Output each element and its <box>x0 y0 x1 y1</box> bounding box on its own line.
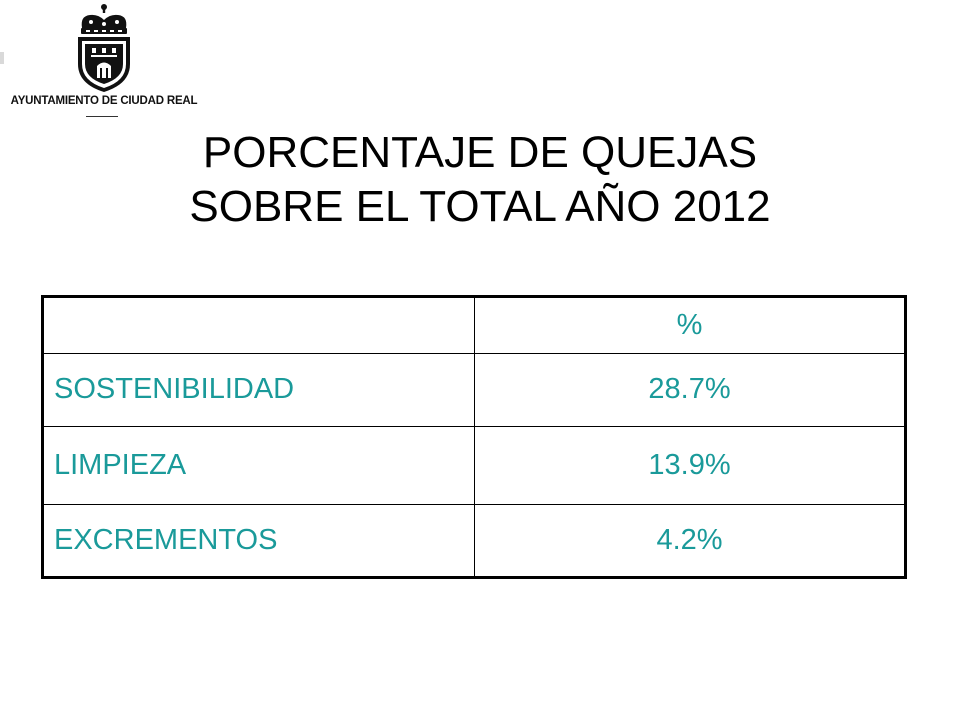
complaints-table: % SOSTENIBILIDAD 28.7% LIMPIEZA 13.9% EX… <box>41 295 907 579</box>
title-line-2: SOBRE EL TOTAL AÑO 2012 <box>189 182 771 231</box>
table-row: EXCREMENTOS 4.2% <box>42 504 906 578</box>
page-title: PORCENTAJE DE QUEJAS SOBRE EL TOTAL AÑO … <box>0 126 960 234</box>
row-label: SOSTENIBILIDAD <box>42 352 475 428</box>
logo-underline <box>86 116 118 117</box>
table-header-row: % <box>42 296 906 354</box>
table-row: LIMPIEZA 13.9% <box>42 426 906 506</box>
city-council-logo: AYUNTAMIENTO DE CIUDAD REAL <box>6 2 202 120</box>
row-value: 4.2% <box>474 504 906 578</box>
table-row: SOSTENIBILIDAD 28.7% <box>42 352 906 428</box>
edge-mark <box>0 52 4 64</box>
coat-of-arms-icon <box>78 4 130 92</box>
logo-text: AYUNTAMIENTO DE CIUDAD REAL <box>10 95 198 107</box>
header-cell-percent: % <box>474 296 906 354</box>
title-line-1: PORCENTAJE DE QUEJAS <box>202 128 758 177</box>
header-cell-label <box>42 296 475 354</box>
row-value: 13.9% <box>474 426 906 506</box>
row-value: 28.7% <box>474 352 906 428</box>
row-label: EXCREMENTOS <box>42 504 475 578</box>
row-label: LIMPIEZA <box>42 426 475 506</box>
